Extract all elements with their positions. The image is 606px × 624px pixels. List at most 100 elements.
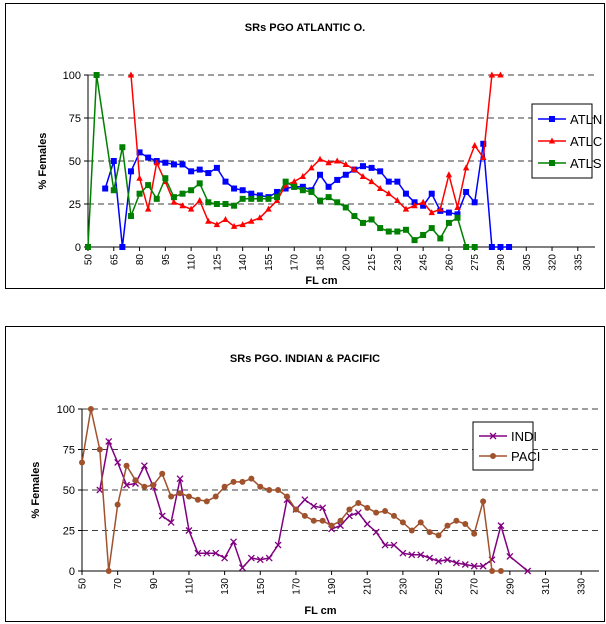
- data-point: [187, 205, 195, 212]
- data-point: [238, 564, 246, 572]
- data-point: [342, 171, 349, 178]
- data-point: [196, 166, 203, 173]
- data-point: [428, 209, 435, 216]
- data-point: [239, 221, 246, 228]
- x-tick-label: 110: [184, 578, 195, 594]
- data-point: [96, 486, 104, 494]
- y-tick-label: 0: [69, 566, 75, 578]
- x-tick-label: 50: [78, 578, 89, 590]
- data-point: [153, 159, 160, 166]
- x-tick-label: 290: [505, 578, 516, 595]
- data-point: [203, 549, 211, 557]
- x-tick-label: 190: [327, 578, 338, 595]
- data-point: [437, 235, 444, 242]
- data-point: [110, 187, 117, 194]
- data-point: [373, 509, 380, 516]
- x-tick-label: 290: [496, 254, 507, 271]
- data-point: [248, 475, 255, 482]
- data-point: [213, 164, 220, 171]
- legend: ATLN ATLC ATLS: [531, 103, 602, 179]
- data-point: [359, 172, 367, 179]
- legend-label: PACI: [511, 449, 540, 464]
- data-point: [325, 159, 332, 166]
- data-point: [454, 214, 461, 221]
- series-line: [130, 74, 501, 228]
- data-point: [170, 198, 178, 205]
- data-point: [419, 198, 427, 205]
- data-point: [299, 187, 306, 194]
- x-tick-label: 305: [522, 254, 533, 271]
- data-point: [136, 174, 143, 181]
- data-point: [274, 541, 282, 549]
- data-point: [334, 176, 341, 183]
- data-point: [444, 522, 451, 529]
- data-point: [282, 178, 289, 185]
- x-tick-label: 275: [470, 254, 481, 271]
- data-point: [248, 195, 255, 202]
- data-point: [399, 549, 407, 557]
- data-point: [470, 562, 478, 570]
- data-point: [179, 202, 186, 209]
- data-point: [411, 202, 418, 209]
- x-tick-label: 245: [419, 254, 430, 271]
- data-point: [381, 541, 389, 549]
- data-point: [445, 219, 452, 226]
- data-point: [420, 202, 427, 209]
- data-point: [301, 512, 308, 519]
- x-tick-label: 210: [363, 578, 374, 595]
- x-tick-label: 170: [290, 254, 301, 271]
- y-tick-label: 0: [75, 242, 81, 254]
- data-point: [506, 552, 514, 560]
- data-point: [497, 71, 504, 78]
- data-point: [239, 187, 246, 194]
- data-point: [230, 478, 237, 485]
- data-point: [368, 164, 375, 171]
- x-axis-label: FL cm: [305, 275, 337, 287]
- data-point: [342, 160, 349, 167]
- legend-item: ATLS: [538, 156, 602, 171]
- legend-item: ATLN: [538, 112, 602, 127]
- x-tick-label: 130: [220, 578, 231, 595]
- data-point: [136, 190, 143, 197]
- data-point: [239, 478, 246, 485]
- data-point: [461, 561, 469, 568]
- data-point: [463, 188, 470, 195]
- data-point: [471, 530, 478, 537]
- legend: INDI PACI: [472, 421, 540, 471]
- y-tick-label: 75: [69, 113, 81, 125]
- data-point: [317, 171, 324, 178]
- data-point: [462, 521, 469, 528]
- data-point: [354, 509, 362, 517]
- data-point: [445, 171, 453, 178]
- y-axis-label: % Females: [30, 462, 42, 519]
- x-tick-label: 125: [212, 254, 223, 271]
- data-point: [310, 517, 317, 524]
- data-point: [239, 195, 246, 202]
- x-tick-label: 310: [541, 578, 552, 595]
- data-point: [265, 554, 273, 562]
- data-point: [159, 470, 166, 477]
- x-tick-label: 320: [548, 254, 559, 271]
- data-point: [346, 506, 353, 513]
- x-tick-label: 140: [238, 254, 249, 271]
- data-point: [212, 549, 220, 557]
- data-point: [382, 508, 389, 515]
- data-point: [337, 517, 344, 524]
- data-point: [471, 142, 478, 149]
- data-point: [188, 187, 195, 194]
- data-point: [364, 504, 371, 511]
- data-point: [194, 496, 201, 503]
- data-point: [316, 155, 324, 162]
- data-point: [179, 190, 186, 197]
- data-point: [334, 157, 341, 164]
- data-point: [222, 201, 229, 207]
- data-point: [247, 554, 255, 562]
- legend-box: [472, 421, 534, 471]
- y-tick-label: 50: [69, 156, 81, 168]
- x-axis-label: FL cm: [304, 605, 336, 617]
- data-point: [408, 551, 416, 559]
- data-point: [417, 519, 424, 526]
- data-point: [420, 231, 427, 238]
- data-point: [87, 406, 94, 412]
- data-point: [471, 244, 478, 250]
